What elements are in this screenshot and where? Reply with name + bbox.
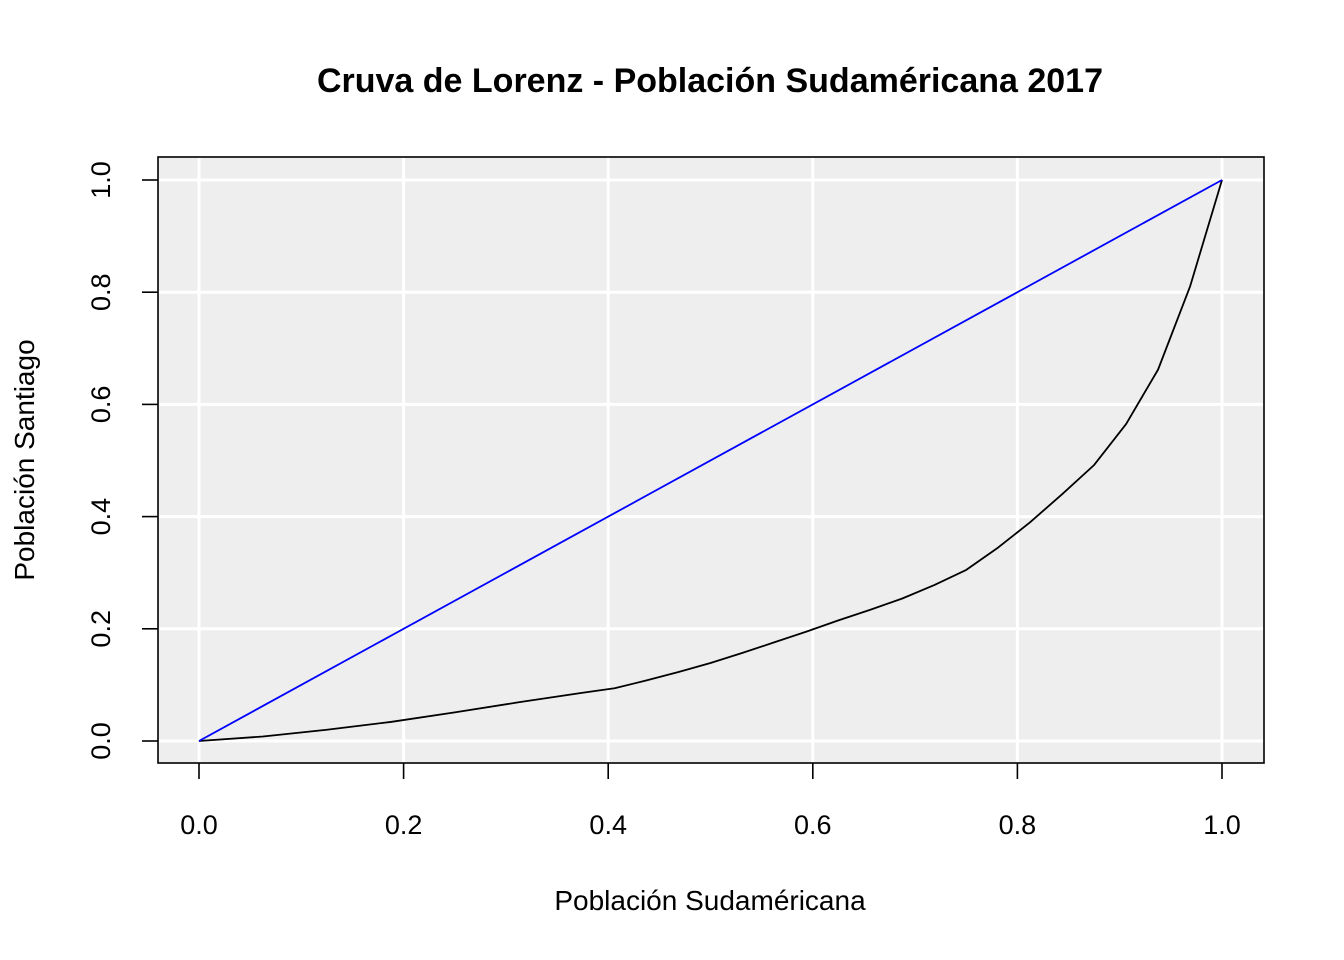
x-tick-label: 0.0 — [180, 810, 218, 840]
equality-line — [198, 179, 1223, 742]
x-tick-label: 0.4 — [589, 810, 627, 840]
x-axis: 0.0 0.2 0.4 0.6 0.8 1.0 — [180, 763, 1241, 840]
y-tick-label: 0.6 — [86, 386, 116, 424]
x-tick-label: 0.8 — [999, 810, 1037, 840]
x-tick-label: 0.2 — [385, 810, 423, 840]
x-tick-label: 0.6 — [794, 810, 832, 840]
chart-title: Cruva de Lorenz - Población Sudaméricana… — [317, 62, 1103, 100]
plot-frame — [157, 156, 1265, 764]
series-layer — [198, 179, 1223, 742]
y-tick-label: 0.4 — [86, 498, 116, 536]
y-axis-label: Población Santiago — [9, 339, 40, 580]
y-axis: 0.0 0.2 0.4 0.6 0.8 1.0 — [86, 161, 158, 760]
grid-lines — [158, 157, 1264, 763]
x-tick-label: 1.0 — [1203, 810, 1241, 840]
x-axis-label: Población Sudaméricana — [554, 885, 866, 916]
lorenz-curve-line — [198, 179, 1223, 742]
y-tick-label: 1.0 — [86, 161, 116, 199]
y-tick-label: 0.0 — [86, 722, 116, 760]
y-tick-label: 0.8 — [86, 273, 116, 311]
y-tick-label: 0.2 — [86, 610, 116, 648]
